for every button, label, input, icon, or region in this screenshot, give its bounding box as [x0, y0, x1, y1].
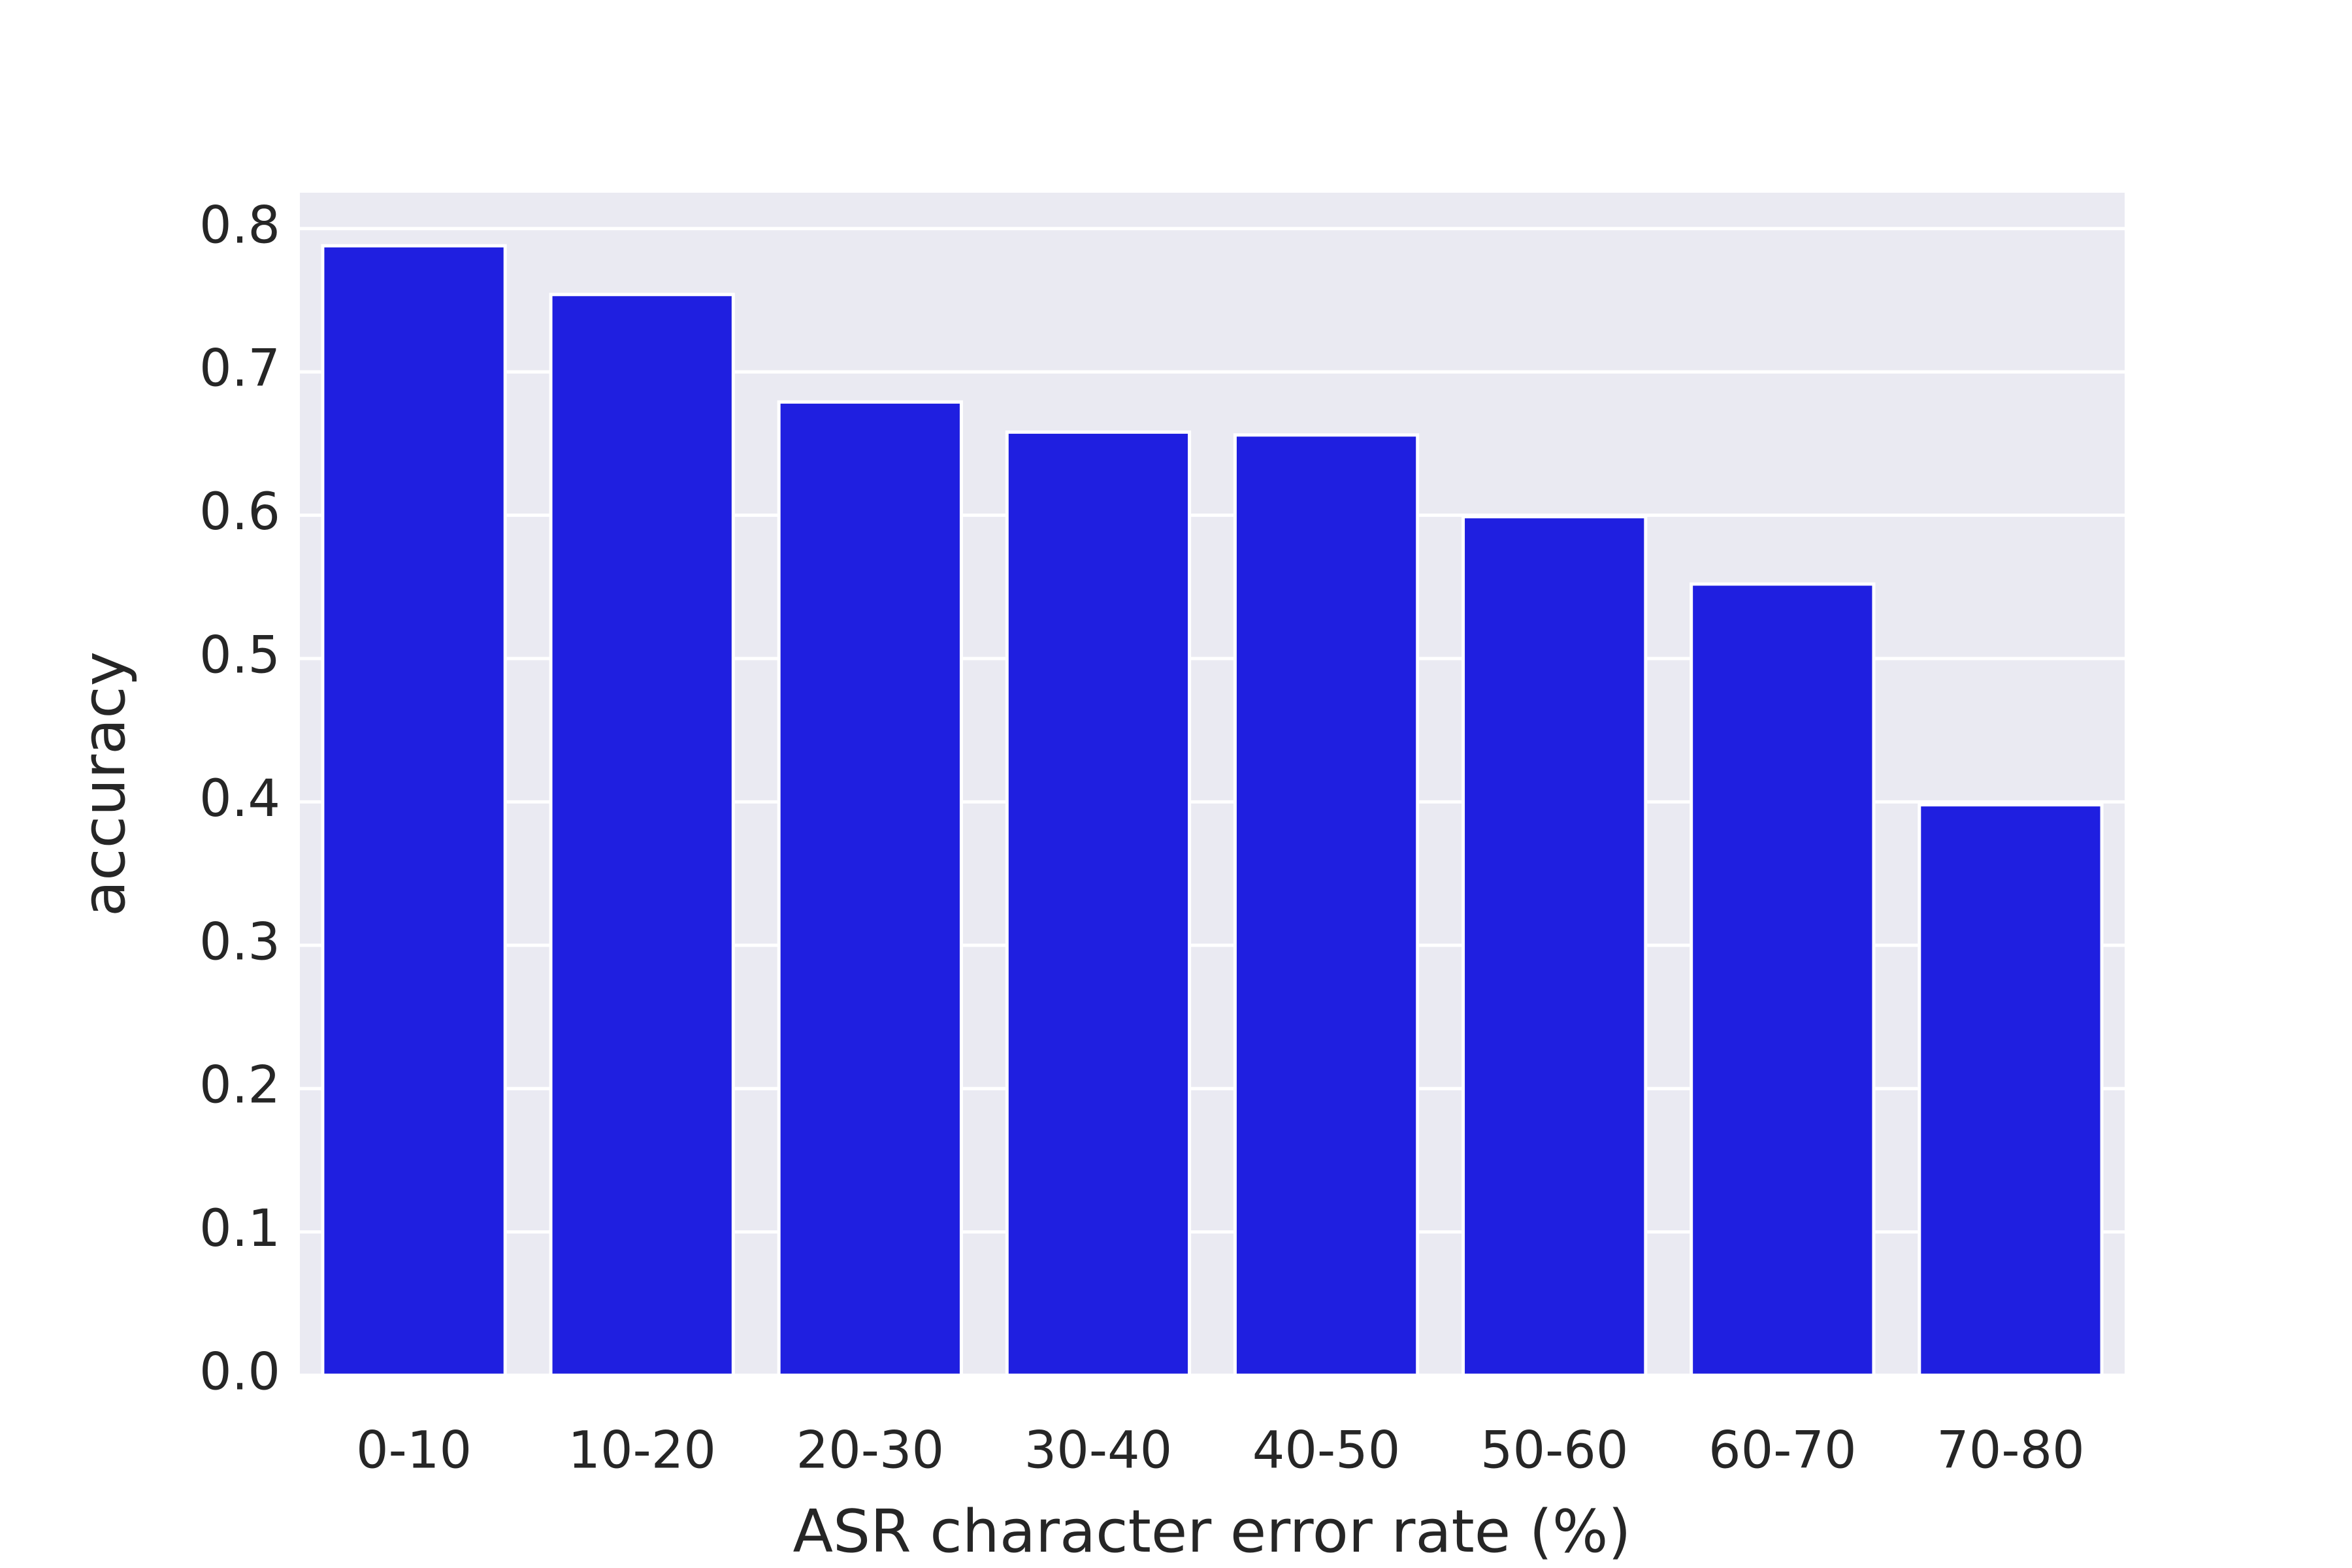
y-tick-label: 0.5	[199, 627, 280, 685]
y-tick-label: 0.4	[199, 770, 280, 828]
x-tick-label: 50-60	[1480, 1421, 1629, 1480]
y-tick-label: 0.3	[199, 913, 280, 972]
x-tick-label: 60-70	[1708, 1421, 1857, 1480]
x-tick-label: 20-30	[796, 1421, 944, 1480]
y-tick-label: 0.7	[199, 340, 280, 399]
x-tick-label: 30-40	[1024, 1421, 1173, 1480]
y-axis-label: accuracy	[70, 651, 139, 917]
x-axis-label: ASR character error rate (%)	[792, 1497, 1631, 1566]
x-tick-label: 40-50	[1252, 1421, 1401, 1480]
bar	[777, 400, 963, 1377]
bar	[1005, 430, 1192, 1377]
x-tick-label: 0-10	[356, 1421, 472, 1480]
y-tick-label: 0.1	[199, 1200, 280, 1258]
bar	[321, 244, 507, 1377]
y-tick-label: 0.8	[199, 196, 280, 255]
x-tick-label: 70-80	[1936, 1421, 2085, 1480]
bar	[549, 293, 735, 1377]
x-tick-label: 10-20	[568, 1421, 716, 1480]
bar	[1462, 515, 1648, 1377]
y-tick-label: 0.6	[199, 483, 280, 542]
bar	[1690, 582, 1876, 1377]
bar	[1233, 433, 1420, 1377]
bars	[321, 244, 2104, 1377]
y-tick-label: 0.0	[199, 1343, 280, 1401]
bar	[1918, 803, 2104, 1377]
y-tick-label: 0.2	[199, 1056, 280, 1115]
